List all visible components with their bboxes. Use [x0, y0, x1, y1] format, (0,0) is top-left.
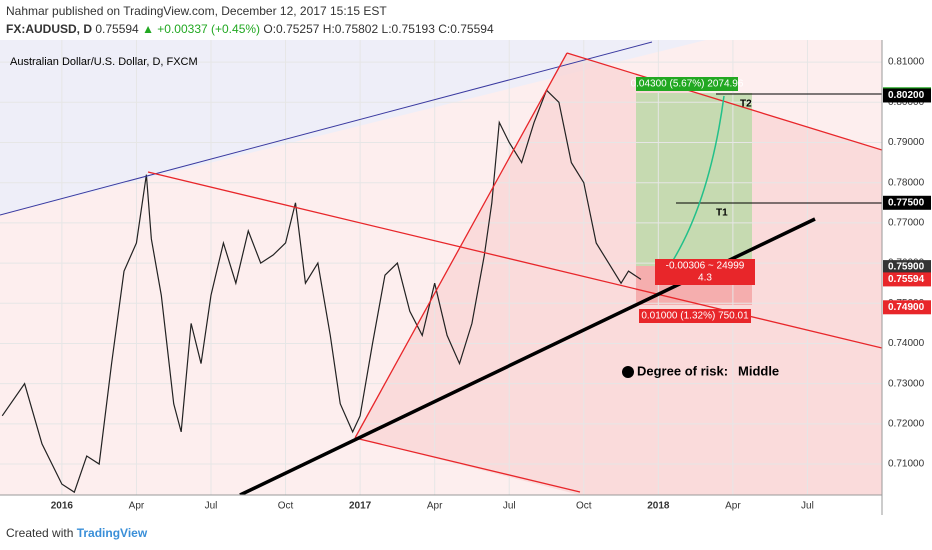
low: L:0.75193: [381, 22, 435, 36]
t2-label: T2: [740, 99, 752, 110]
price-label: 0.77500: [888, 197, 925, 208]
y-tick-label: 0.78000: [888, 177, 925, 188]
y-tick-label: 0.73000: [888, 378, 925, 389]
degree-value: Middle: [738, 363, 779, 378]
x-tick-label: Apr: [427, 501, 443, 512]
open: O:0.75257: [263, 22, 320, 36]
target-label: 0.04300 (5.67%) 2074.96: [631, 79, 744, 90]
header: Nahmar published on TradingView.com, Dec…: [6, 4, 387, 18]
projection-arrow: [671, 95, 725, 263]
y-tick-label: 0.79000: [888, 137, 925, 148]
x-tick-label: 2017: [349, 501, 372, 512]
price-label: 0.75900: [888, 262, 925, 273]
price-label: 0.74900: [888, 302, 925, 313]
x-tick-label: 2018: [647, 501, 670, 512]
y-tick-label: 0.81000: [888, 57, 925, 68]
target-box: [636, 77, 738, 91]
risk-bottom: 4.3: [698, 273, 712, 284]
risk-box: [655, 259, 755, 285]
t1-label: T1: [716, 208, 728, 219]
y-tick-label: 0.74000: [888, 338, 925, 349]
price-label-box: [883, 260, 931, 275]
price-line: [1, 89, 642, 494]
x-tick-label: Jul: [205, 501, 218, 512]
risk-top: -0.00306 ~ 24999: [666, 261, 745, 272]
y-tick-label: 0.77000: [888, 218, 925, 229]
x-tick-label: 2016: [51, 501, 74, 512]
x-tick-label: Oct: [278, 501, 294, 512]
channel-line: [147, 171, 882, 349]
price-label-box: [883, 88, 931, 103]
degree-label: Degree of risk:: [637, 363, 728, 378]
pitchfork-handle: [354, 52, 568, 439]
symbol: FX:AUDUSD, D: [6, 22, 92, 36]
pitchfork-upper: [566, 52, 882, 151]
footer: Created with TradingView: [6, 526, 147, 540]
last: 0.75594: [95, 22, 139, 36]
y-tick-label: 0.72000: [888, 418, 925, 429]
chart: 0.04300 (5.67%) 2074.96 T2 T1 -0.00306 ~…: [0, 40, 931, 515]
high: H:0.75802: [322, 22, 379, 36]
info-icon: [622, 366, 634, 378]
stop-label: 0.01000 (1.32%) 750.01: [641, 311, 749, 322]
change: ▲ +0.00337 (+0.45%): [142, 22, 261, 36]
x-tick-label: Jul: [801, 501, 814, 512]
pitchfork-lower: [354, 437, 581, 493]
price-label-box: [883, 272, 931, 287]
brand: TradingView: [76, 526, 148, 540]
x-tick-label: Apr: [725, 501, 741, 512]
price-label-box: [883, 300, 931, 315]
stop-box: [639, 309, 751, 323]
target-zone: [636, 93, 752, 266]
price-label-box: [883, 195, 931, 210]
created: Created with: [6, 526, 74, 540]
upper-zone: [0, 40, 706, 215]
x-tick-label: Jul: [503, 501, 516, 512]
x-tick-label: Oct: [576, 501, 592, 512]
price-label: 0.80200: [888, 90, 925, 101]
y-tick-label: 0.71000: [888, 459, 925, 470]
chart-title: Australian Dollar/U.S. Dollar, D, FXCM: [10, 56, 198, 68]
price-label: 0.75594: [888, 274, 925, 285]
close: C:0.75594: [438, 22, 494, 36]
published: Nahmar published on TradingView.com, Dec…: [6, 4, 387, 18]
trend-line: [0, 41, 653, 216]
quote: FX:AUDUSD, D 0.75594 ▲ +0.00337 (+0.45%)…: [6, 22, 494, 36]
x-tick-label: Apr: [129, 501, 145, 512]
